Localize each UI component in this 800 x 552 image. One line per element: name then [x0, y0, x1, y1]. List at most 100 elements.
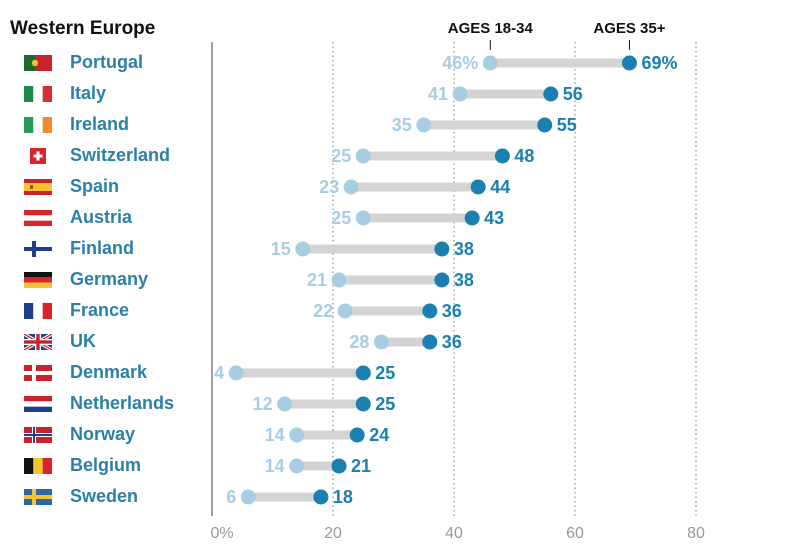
- old-dot: [313, 489, 329, 505]
- italy-flag-icon: [24, 86, 52, 102]
- old-value-label: 55: [557, 115, 577, 135]
- young-value-label: 46%: [442, 53, 478, 73]
- country-label: Sweden: [70, 486, 139, 506]
- old-dot: [355, 365, 371, 381]
- young-value-label: 15: [271, 239, 291, 259]
- belgium-flag-icon: [24, 458, 52, 474]
- young-value-label: 6: [226, 487, 236, 507]
- old-dot: [355, 396, 371, 412]
- young-dot: [482, 55, 498, 71]
- young-value-label: 25: [331, 146, 351, 166]
- old-dot: [331, 458, 347, 474]
- young-dot: [337, 303, 353, 319]
- portugal-flag-icon: [24, 55, 52, 71]
- young-dot: [355, 148, 371, 164]
- old-value-label: 56: [563, 84, 583, 104]
- young-dot: [277, 396, 293, 412]
- x-tick-label: 0%: [210, 525, 233, 542]
- old-dot: [543, 86, 559, 102]
- country-label: Finland: [70, 238, 134, 258]
- old-dot: [349, 427, 365, 443]
- country-label: Denmark: [70, 362, 148, 382]
- denmark-flag-icon: [24, 365, 52, 381]
- uk-flag-icon: [24, 334, 52, 350]
- young-value-label: 28: [349, 332, 369, 352]
- old-dot: [537, 117, 553, 133]
- sweden-flag-icon: [24, 489, 52, 505]
- country-label: Ireland: [70, 114, 130, 134]
- young-value-label: 21: [307, 270, 327, 290]
- old-value-label: 18: [333, 487, 353, 507]
- old-dot: [422, 334, 438, 350]
- young-dot: [240, 489, 256, 505]
- country-label: Netherlands: [70, 393, 175, 413]
- young-dot: [373, 334, 389, 350]
- norway-flag-icon: [24, 427, 52, 443]
- ireland-flag-icon: [24, 117, 52, 133]
- netherlands-flag-icon: [24, 396, 52, 412]
- young-value-label: 23: [319, 177, 339, 197]
- old-dot: [422, 303, 438, 319]
- old-dot: [494, 148, 510, 164]
- series-label-old: AGES 35+: [593, 20, 666, 37]
- region-title: Western Europe: [10, 18, 156, 39]
- young-value-label: 14: [265, 425, 285, 445]
- young-value-label: 35: [392, 115, 412, 135]
- young-value-label: 25: [331, 208, 351, 228]
- country-label: Belgium: [70, 455, 142, 475]
- germany-flag-icon: [24, 272, 52, 288]
- young-value-label: 14: [265, 456, 285, 476]
- x-tick-label: 60: [566, 525, 584, 542]
- young-value-label: 4: [214, 363, 224, 383]
- young-dot: [355, 210, 371, 226]
- old-value-label: 25: [375, 394, 395, 414]
- young-value-label: 41: [428, 84, 448, 104]
- old-value-label: 69%: [641, 53, 677, 73]
- country-label: Italy: [70, 83, 107, 103]
- spain-flag-icon: [24, 179, 52, 195]
- old-value-label: 44: [490, 177, 510, 197]
- series-label-young: AGES 18-34: [447, 20, 533, 37]
- country-label: Switzerland: [70, 145, 171, 165]
- old-value-label: 25: [375, 363, 395, 383]
- young-value-label: 12: [253, 394, 273, 414]
- young-dot: [416, 117, 432, 133]
- old-dot: [434, 272, 450, 288]
- country-label: Germany: [70, 269, 149, 289]
- old-value-label: 21: [351, 456, 371, 476]
- young-value-label: 22: [313, 301, 333, 321]
- country-label: Spain: [70, 176, 120, 196]
- old-value-label: 43: [484, 208, 504, 228]
- old-dot: [470, 179, 486, 195]
- country-label: France: [70, 300, 130, 320]
- young-dot: [289, 458, 305, 474]
- old-value-label: 36: [442, 332, 462, 352]
- young-dot: [289, 427, 305, 443]
- country-label: Austria: [70, 207, 133, 227]
- young-dot: [228, 365, 244, 381]
- country-label: Norway: [70, 424, 136, 444]
- old-dot: [464, 210, 480, 226]
- young-dot: [295, 241, 311, 257]
- old-value-label: 48: [514, 146, 534, 166]
- x-tick-label: 40: [445, 525, 463, 542]
- old-value-label: 36: [442, 301, 462, 321]
- country-label: Portugal: [70, 52, 144, 72]
- france-flag-icon: [24, 303, 52, 319]
- old-value-label: 38: [454, 270, 474, 290]
- country-label: UK: [70, 331, 96, 351]
- x-tick-label: 20: [324, 525, 342, 542]
- old-value-label: 38: [454, 239, 474, 259]
- young-dot: [331, 272, 347, 288]
- old-dot: [434, 241, 450, 257]
- young-dot: [452, 86, 468, 102]
- switzerland-flag-icon: [24, 148, 52, 164]
- x-tick-label: 80: [687, 525, 705, 542]
- finland-flag-icon: [24, 241, 52, 257]
- old-dot: [621, 55, 637, 71]
- young-dot: [343, 179, 359, 195]
- old-value-label: 24: [369, 425, 389, 445]
- austria-flag-icon: [24, 210, 52, 226]
